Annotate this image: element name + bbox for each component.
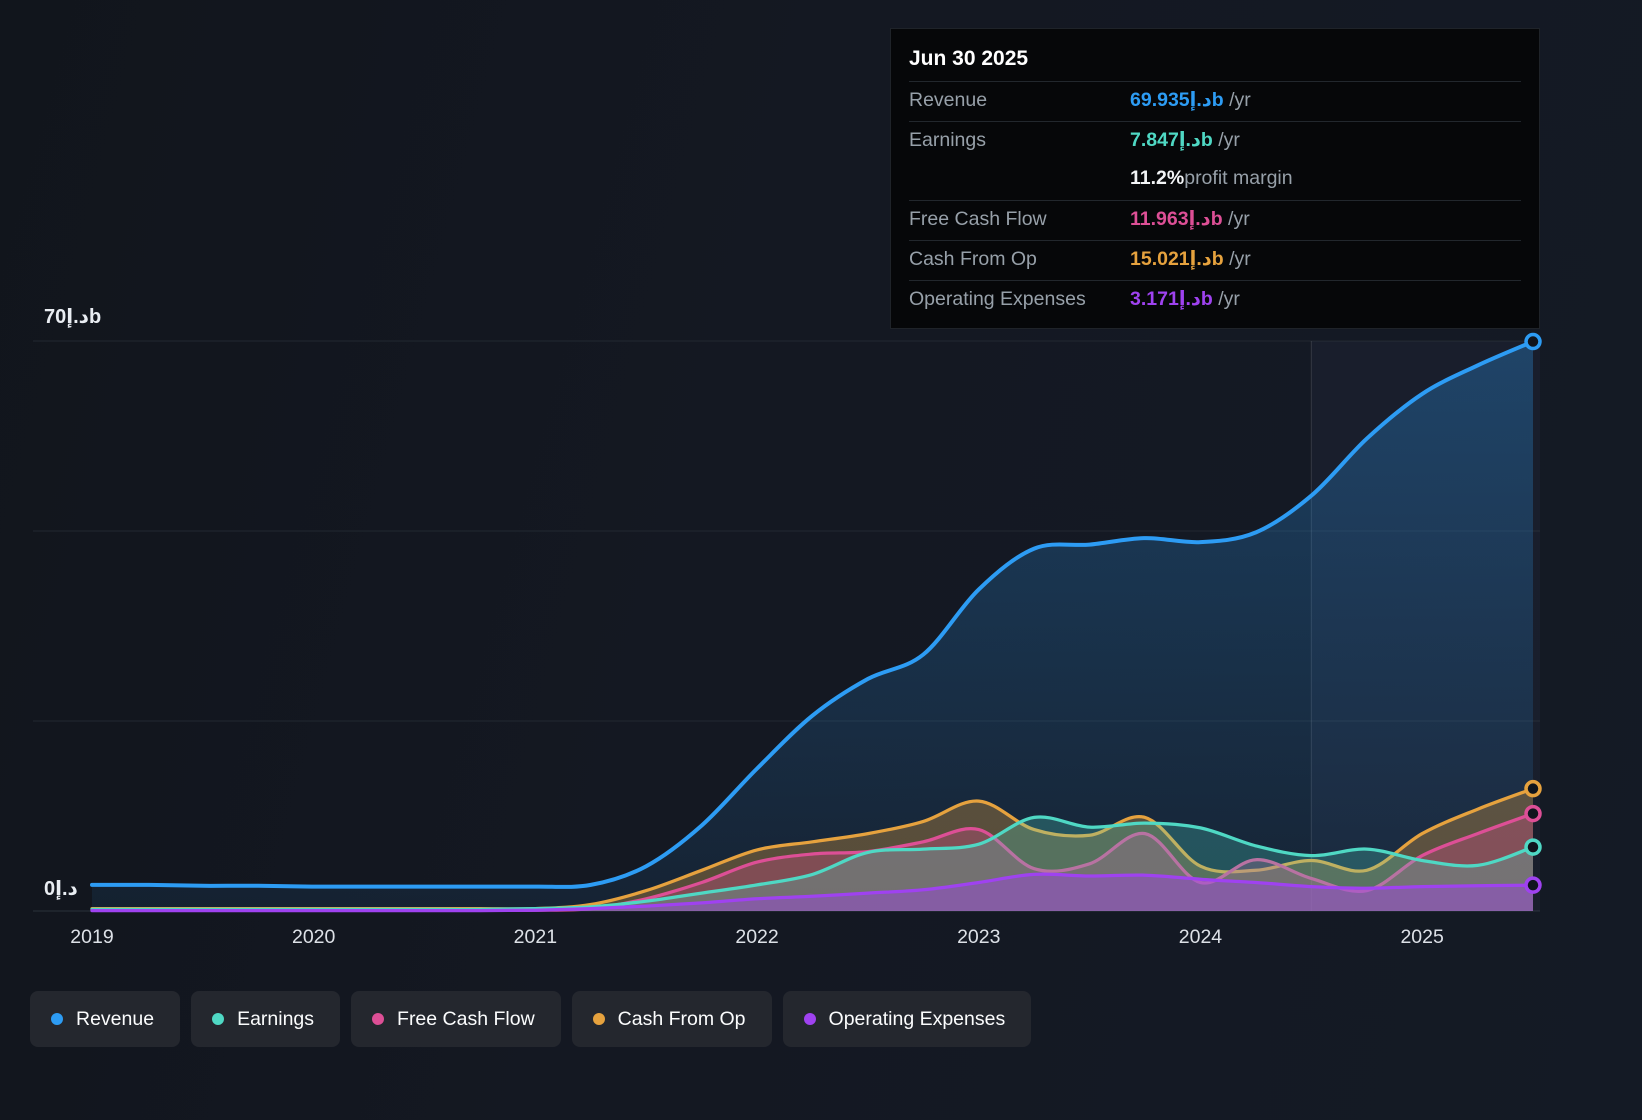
x-tick-2020: 2020 [291, 926, 336, 948]
y-axis-max-label: 70د.إb [44, 306, 102, 328]
tooltip-value: 3.171د.إb [1130, 288, 1213, 310]
profit-margin-value: 11.2% [1130, 167, 1185, 189]
tooltip-unit: /yr [1223, 248, 1251, 270]
revenue-dot-icon [51, 1013, 63, 1025]
tooltip-row-revenue: Revenue 69.935د.إb /yr [909, 81, 1521, 121]
operating-expenses-dot-icon [803, 1013, 816, 1025]
tooltip-row-earnings: Earnings 7.847د.إb /yr [909, 121, 1521, 161]
tooltip-unit: /yr [1223, 89, 1251, 111]
y-axis-zero-label: 0د.إ [44, 878, 78, 900]
tooltip-value: 15.021د.إb [1130, 248, 1224, 270]
tooltip-unit: /yr [1212, 129, 1240, 151]
legend-item-operating-expenses[interactable]: Operating Expenses [782, 991, 1032, 1047]
profit-margin-text: profit margin [1184, 167, 1293, 189]
tooltip-row-cash-from-op: Cash From Op 15.021د.إb /yr [909, 240, 1521, 280]
tooltip-label: Free Cash Flow [909, 208, 1047, 230]
tooltip-value: 11.963د.إb [1130, 208, 1223, 230]
legend-item-earnings[interactable]: Earnings [191, 991, 341, 1047]
tooltip-label: Cash From Op [909, 248, 1037, 270]
cash-from-op-dot-icon [592, 1013, 605, 1025]
x-tick-2024: 2024 [1178, 926, 1223, 948]
tooltip-label: Earnings [909, 129, 986, 151]
legend-label: Free Cash Flow [397, 1007, 535, 1030]
chart-legend: Revenue Earnings Free Cash Flow Cash From O… [30, 991, 1032, 1047]
x-tick-2019: 2019 [70, 926, 114, 948]
tooltip-row-operating-expenses: Operating Expenses 3.171د.إb /yr [909, 280, 1521, 320]
free-cash-flow-dot-icon [372, 1013, 385, 1025]
legend-label: Earnings [237, 1007, 315, 1030]
tooltip-value: 69.935د.إb [1130, 89, 1224, 111]
x-tick-2025: 2025 [1400, 926, 1444, 948]
legend-item-cash-from-op[interactable]: Cash From Op [571, 991, 772, 1047]
x-tick-2022: 2022 [735, 926, 779, 948]
tooltip-row-free-cash-flow: Free Cash Flow 11.963د.إb /yr [909, 200, 1521, 240]
tooltip-value: 7.847د.إb [1130, 129, 1213, 151]
x-tick-2021: 2021 [513, 926, 558, 948]
tooltip-unit: /yr [1222, 208, 1250, 230]
tooltip-rows: Revenue 69.935د.إb /yr Earnings 7.847د.إb /… [909, 81, 1521, 320]
x-tick-2023: 2023 [957, 926, 1001, 948]
legend-label: Revenue [76, 1007, 155, 1030]
tooltip-profit-margin-row: 11.2% profit margin [909, 161, 1521, 200]
earnings-dot-icon [212, 1013, 225, 1025]
tooltip-label: Revenue [909, 89, 988, 111]
chart-tooltip: Jun 30 2025 Revenue 69.935د.إb /yr Earning… [890, 28, 1540, 329]
legend-label: Cash From Op [617, 1007, 746, 1030]
legend-item-revenue[interactable]: Revenue [30, 991, 181, 1047]
legend-item-free-cash-flow[interactable]: Free Cash Flow [351, 991, 561, 1047]
tooltip-date: Jun 30 2025 [909, 47, 1029, 70]
tooltip-unit: /yr [1212, 288, 1240, 310]
tooltip-label: Operating Expenses [909, 288, 1086, 310]
legend-label: Operating Expenses [828, 1007, 1006, 1030]
